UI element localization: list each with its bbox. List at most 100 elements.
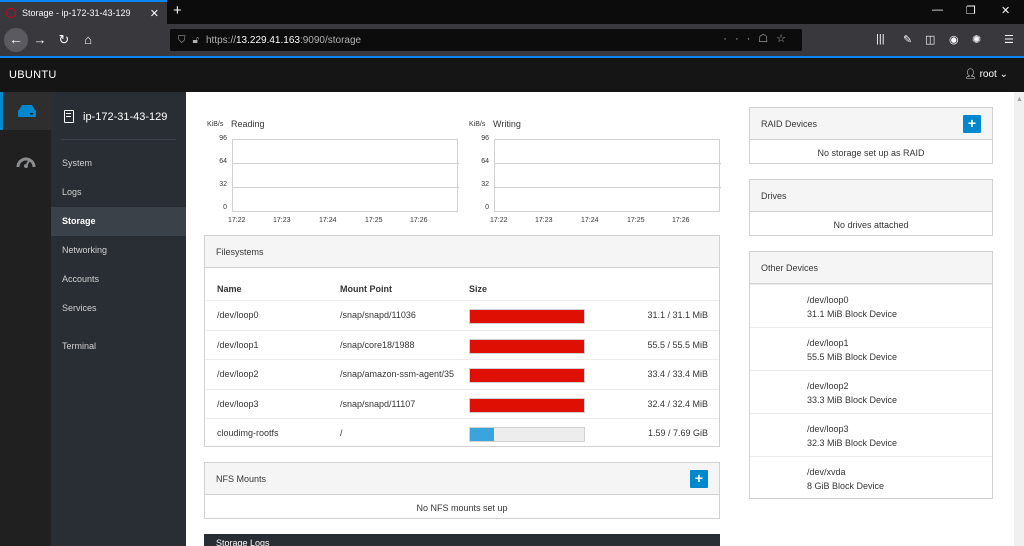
host-name: ip-172-31-43-129	[83, 110, 168, 123]
server-icon	[64, 110, 74, 123]
device-name: /dev/loop3	[807, 424, 849, 434]
x-tick: 17:25	[627, 217, 645, 224]
minimize-window-button[interactable]: —	[932, 4, 943, 16]
empty-message: No storage set up as RAID	[817, 148, 925, 158]
browser-nav-bar: ← → ↻ ⌂ ⛉ 🔓︎ https:// 13.229.41.163 :909…	[0, 24, 1024, 56]
x-tick: 17:24	[581, 217, 599, 224]
shield-icon[interactable]: ⛉	[178, 34, 186, 46]
rail-item-host[interactable]	[0, 92, 51, 130]
table-row[interactable]: /dev/loop3/snap/snapd/11107 32.4 / 32.4 M…	[205, 388, 719, 419]
sidebar-icon[interactable]: ◫	[925, 34, 936, 46]
filesystem-name: /dev/loop0	[217, 310, 259, 320]
reload-icon[interactable]: ↻	[58, 32, 70, 47]
chevron-down-icon: ⌄	[999, 69, 1008, 80]
x-tick: 17:26	[672, 217, 690, 224]
column-header-mount-point: Mount Point	[340, 284, 392, 294]
filesystem-size: 55.5 / 55.5 MiB	[647, 339, 708, 350]
forward-arrow-icon[interactable]: →	[33, 32, 47, 47]
usage-bar	[469, 397, 585, 413]
panel-title: Drives	[750, 180, 992, 212]
graph-unit: KiB/s	[207, 121, 224, 128]
cockpit-header: UBUNTU 👤︎ root ⌄	[0, 58, 1024, 92]
filesystem-name: /dev/loop3	[217, 398, 259, 409]
graph-title: Reading	[231, 119, 265, 129]
wrench-icon[interactable]: ✎	[903, 34, 913, 46]
usage-bar-fill	[470, 339, 584, 353]
grid-line	[233, 187, 459, 188]
filesystem-mount-point: /snap/core18/1988	[340, 339, 415, 350]
sidebar-item-networking[interactable]: Networking	[62, 245, 108, 255]
host-rail	[0, 92, 51, 546]
scroll-up-icon[interactable]: ▲	[1016, 96, 1023, 103]
device-list-item[interactable]: /dev/loop1 55.5 MiB Block Device	[750, 327, 992, 370]
device-description: 32.3 MiB Block Device	[807, 438, 898, 448]
device-list-item[interactable]: /dev/loop3 32.3 MiB Block Device	[750, 413, 992, 456]
usage-bar-fill	[470, 310, 584, 323]
filesystem-size: 33.4 / 33.4 MiB	[647, 369, 708, 379]
y-tick: 0	[223, 204, 227, 211]
rail-item-dashboard[interactable]	[0, 142, 51, 180]
sidebar-item-accounts[interactable]: Accounts	[62, 274, 100, 284]
y-tick: 0	[485, 204, 489, 211]
url-bar[interactable]: ⛉ 🔓︎ https:// 13.229.41.163 :9090/storag…	[170, 29, 802, 51]
add-nfs-mount-button[interactable]: +	[690, 470, 708, 488]
panel-title: Other Devices	[750, 252, 992, 284]
device-description: 8 GiB Block Device	[807, 481, 885, 491]
account-icon[interactable]: ◉	[949, 34, 959, 46]
table-row[interactable]: cloudimg-rootfs / 1.59 / 7.69 GiB	[205, 418, 719, 448]
table-row[interactable]: /dev/loop0/snap/snapd/11036 31.1 / 31.1 M…	[205, 300, 719, 330]
device-name: /dev/loop1	[807, 338, 849, 348]
back-arrow-icon[interactable]: ←	[4, 28, 28, 52]
extension-icon[interactable]: ✺	[972, 34, 982, 46]
host-switcher[interactable]: ip-172-31-43-129	[64, 110, 167, 123]
insecure-lock-icon[interactable]: 🔓︎	[192, 34, 199, 46]
panel-title: NFS Mounts	[205, 463, 719, 495]
usage-bar	[469, 309, 585, 324]
usage-bar	[469, 368, 585, 383]
panel-title: Filesystems	[205, 236, 719, 268]
sidebar-item-services[interactable]: Services	[62, 303, 97, 313]
sidebar-item-terminal[interactable]: Terminal	[62, 341, 97, 351]
device-list-item[interactable]: /dev/loop2 33.3 MiB Block Device	[750, 370, 992, 413]
device-name: /dev/loop2	[807, 381, 849, 391]
x-tick: 17:23	[273, 217, 291, 224]
device-list-item[interactable]: /dev/loop0 31.1 MiB Block Device	[750, 284, 992, 327]
device-list-item[interactable]: /dev/xvda 8 GiB Block Device	[750, 456, 992, 499]
browser-tab[interactable]: Storage - ip-172-31-43-129 ✕	[0, 0, 167, 24]
page-scrollbar[interactable]: ▲	[1014, 92, 1024, 546]
x-tick: 17:25	[365, 217, 383, 224]
table-row[interactable]: /dev/loop1/snap/core18/1988 55.5 / 55.5 M…	[205, 329, 719, 360]
close-tab-icon[interactable]: ✕	[149, 8, 159, 20]
grid-line	[495, 163, 721, 164]
usage-bar	[469, 427, 585, 442]
usage-bar-fill	[470, 428, 494, 441]
library-icon[interactable]: |||	[876, 33, 885, 45]
graph-plot-area	[232, 139, 459, 212]
filesystem-size: 31.1 / 31.1 MiB	[647, 310, 708, 320]
add-raid-button[interactable]: +	[963, 115, 981, 133]
writing-graph: KiB/s Writing 96 64 32 0 17:22 17:23 17:…	[469, 112, 721, 224]
url-path: :9090/storage	[299, 34, 362, 46]
user-menu[interactable]: 👤︎ root ⌄	[964, 69, 1008, 80]
table-row[interactable]: /dev/loop2/snap/amazon-ssm-agent/35 33.4 …	[205, 359, 719, 389]
filesystem-mount-point: /snap/snapd/11036	[340, 310, 416, 320]
storage-logs-header: Storage Logs	[204, 534, 720, 546]
x-tick: 17:22	[490, 217, 508, 224]
filesystem-mount-point: /	[340, 428, 343, 438]
dashboard-gauge-icon	[16, 157, 35, 168]
y-tick: 64	[219, 158, 227, 165]
sidebar-item-storage[interactable]: Storage	[51, 207, 186, 236]
focus-accent-line	[0, 56, 1024, 58]
empty-message: No drives attached	[833, 220, 909, 230]
restore-window-button[interactable]: ❐	[966, 5, 976, 17]
column-header-size: Size	[469, 284, 488, 294]
page-actions-icons[interactable]: ···☖☆	[723, 33, 794, 45]
y-tick: 64	[481, 158, 489, 165]
close-window-button[interactable]: ✕	[1001, 5, 1011, 17]
menu-icon[interactable]: ☰	[1004, 34, 1014, 46]
new-tab-button[interactable]: +	[173, 2, 182, 19]
sidebar-item-logs[interactable]: Logs	[62, 187, 82, 197]
panel-title: RAID Devices	[750, 108, 992, 140]
sidebar-item-system[interactable]: System	[62, 158, 93, 168]
home-icon[interactable]: ⌂	[84, 32, 92, 47]
